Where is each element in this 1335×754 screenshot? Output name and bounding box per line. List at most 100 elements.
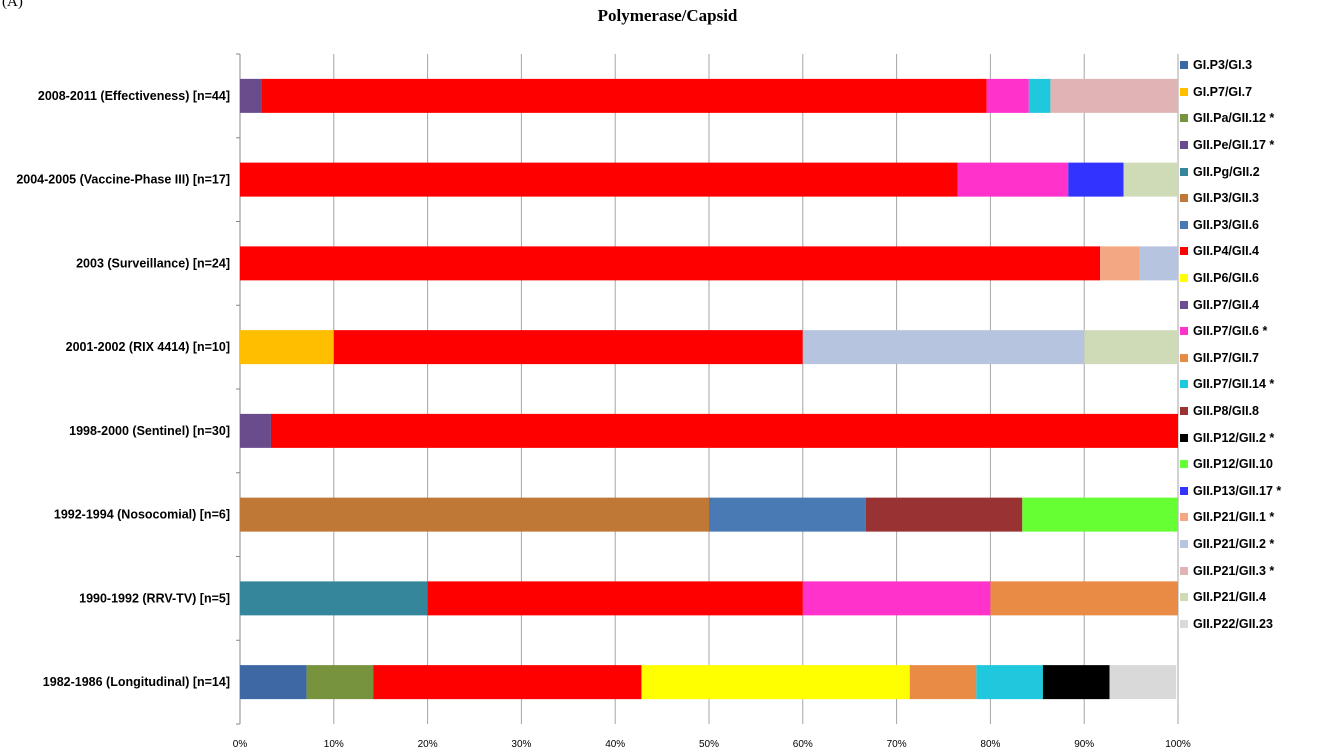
category-label: 2003 (Surveillance) [n=24] — [76, 256, 230, 270]
bar-segment — [641, 665, 910, 700]
legend-label: GII.Pe/GII.17 * — [1193, 138, 1275, 153]
x-tick-label: 90% — [1074, 739, 1094, 750]
bar-segment — [1084, 330, 1178, 365]
legend-label: GI.P7/GI.7 — [1193, 84, 1253, 99]
legend-item: GII.P7/GII.4 — [1180, 291, 1330, 318]
x-tick-label: 60% — [793, 739, 813, 750]
bar-segment — [1050, 78, 1178, 113]
category-label: 1998-2000 (Sentinel) [n=30] — [69, 424, 230, 438]
category-labels: 2008-2011 (Effectiveness) [n=44] 2004-200… — [16, 89, 230, 689]
x-tick-label: 70% — [887, 739, 907, 750]
bar-segment — [1109, 665, 1177, 700]
legend-item: GII.P7/GII.14 * — [1180, 371, 1330, 398]
bar-segment — [1042, 665, 1110, 700]
bar-segment — [240, 413, 271, 448]
bar-segment — [240, 246, 1101, 281]
legend-label: GII.P4/GII.4 — [1193, 244, 1259, 259]
legend-item: GII.P4/GII.4 — [1180, 238, 1330, 265]
legend-label: GII.P21/GII.4 — [1193, 590, 1266, 605]
legend-label: GII.P7/GII.14 * — [1193, 377, 1275, 392]
bar-segment — [240, 78, 262, 113]
bar-segment — [976, 665, 1043, 700]
legend-label: GII.P21/GII.2 * — [1193, 536, 1275, 551]
legend-swatch — [1180, 593, 1188, 602]
bar-segment — [709, 497, 866, 532]
category-label: 2008-2011 (Effectiveness) [n=44] — [38, 89, 230, 103]
legend-item: GII.P7/GII.7 — [1180, 345, 1330, 372]
chart-title: Polymerase/Capsid — [597, 6, 738, 25]
x-tick-label: 50% — [699, 739, 719, 750]
bar-segment — [1068, 162, 1124, 197]
legend-item: GII.P21/GII.3 * — [1180, 557, 1330, 584]
legend: GI.P3/GI.3 GI.P7/GI.7 GII.Pa/GII.12 * GII.P… — [1180, 52, 1330, 637]
legend-label: GII.P21/GII.1 * — [1193, 510, 1275, 525]
legend-label: GII.P22/GII.23 — [1193, 616, 1273, 631]
legend-swatch — [1180, 194, 1188, 203]
category-label: 1990-1992 (RRV-TV) [n=5] — [79, 591, 230, 605]
legend-item: GII.P12/GII.2 * — [1180, 424, 1330, 451]
legend-label: GII.Pg/GII.2 — [1193, 164, 1260, 179]
legend-label: GII.P3/GII.6 — [1193, 217, 1259, 232]
legend-item: GII.P6/GII.6 — [1180, 265, 1330, 292]
legend-item: GII.P8/GII.8 — [1180, 398, 1330, 425]
category-label: 1992-1994 (Nosocomial) [n=6] — [54, 508, 230, 522]
x-tick-label: 20% — [418, 739, 438, 750]
x-tick-labels: 0% 10% 20% 30% 40% 50% 60% 70% 80% 90% 100% — [233, 739, 1191, 750]
gridlines — [236, 53, 1179, 725]
category-label: 2001-2002 (RIX 4414) [n=10] — [66, 340, 230, 354]
bar-segment — [240, 497, 709, 532]
legend-swatch — [1180, 460, 1188, 469]
bar-segment — [240, 330, 334, 365]
legend-label: GI.P3/GI.3 — [1193, 58, 1253, 73]
bar-segment — [909, 665, 977, 700]
legend-item: GII.Pe/GII.17 * — [1180, 132, 1330, 159]
legend-item: GII.P13/GII.17 * — [1180, 478, 1330, 505]
bar-segment — [990, 581, 1178, 616]
bar-segment — [240, 162, 958, 197]
legend-label: GII.P7/GII.6 * — [1193, 324, 1268, 339]
bar-segment — [1139, 246, 1178, 281]
x-tick-label: 10% — [324, 739, 344, 750]
legend-swatch — [1180, 539, 1188, 548]
legend-swatch — [1180, 167, 1188, 176]
legend-label: GII.P7/GII.7 — [1193, 350, 1259, 365]
bar-segment — [865, 497, 1023, 532]
legend-label: GII.P21/GII.3 * — [1193, 563, 1275, 578]
legend-swatch — [1180, 141, 1188, 150]
legend-item: GII.P22/GII.23 — [1180, 610, 1330, 637]
legend-swatch — [1180, 353, 1188, 362]
legend-swatch — [1180, 247, 1188, 256]
bar-segment — [802, 581, 991, 616]
legend-swatch — [1180, 486, 1188, 495]
category-label: 1982-1986 (Longitudinal) [n=14] — [43, 675, 230, 689]
bar-segment — [957, 162, 1069, 197]
x-tick-label: 40% — [605, 739, 625, 750]
bar-segment — [427, 581, 803, 616]
legend-swatch — [1180, 380, 1188, 389]
bar-segment — [1022, 497, 1178, 532]
legend-swatch — [1180, 87, 1188, 96]
bar-segment — [270, 413, 1179, 448]
bar-segment — [802, 330, 1085, 365]
legend-item: GII.P3/GII.3 — [1180, 185, 1330, 212]
bar-segment — [1123, 162, 1178, 197]
legend-item: GII.Pg/GII.2 — [1180, 158, 1330, 185]
bar-segment — [1028, 78, 1051, 113]
bar-segment — [240, 665, 307, 700]
legend-swatch — [1180, 407, 1188, 416]
legend-label: GII.P13/GII.17 * — [1193, 483, 1282, 498]
legend-swatch — [1180, 513, 1188, 522]
bar-segment — [373, 665, 642, 700]
legend-item: GII.P7/GII.6 * — [1180, 318, 1330, 345]
legend-item: GII.P21/GII.4 — [1180, 584, 1330, 611]
bar-segment — [1100, 246, 1140, 281]
panel-label: (A) — [2, 0, 23, 10]
legend-label: GII.P3/GII.3 — [1193, 191, 1259, 206]
legend-swatch — [1180, 327, 1188, 336]
bar-segment — [306, 665, 374, 700]
bar-segment — [240, 581, 428, 616]
legend-label: GII.P8/GII.8 — [1193, 404, 1259, 419]
legend-item: GII.P21/GII.2 * — [1180, 531, 1330, 558]
x-tick-label: 30% — [511, 739, 531, 750]
